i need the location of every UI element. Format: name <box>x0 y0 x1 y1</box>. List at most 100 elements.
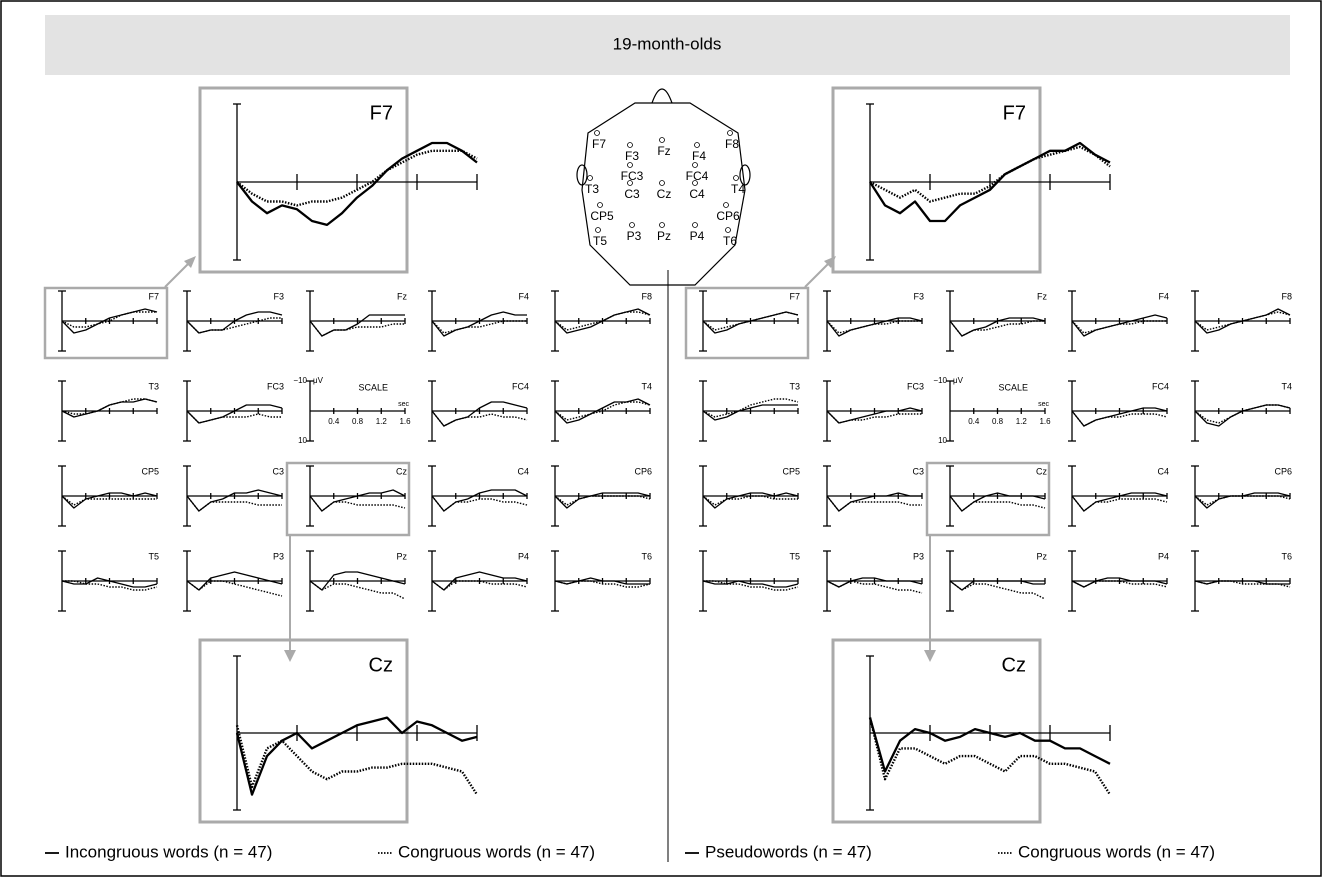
scale-x-label: 1.6 <box>399 417 411 426</box>
electrode-label: P4 <box>690 229 705 243</box>
panel-label: Cz <box>396 466 407 476</box>
scale-x-label: 1.2 <box>376 417 388 426</box>
highlight-frame <box>927 463 1049 535</box>
electrode-label: F4 <box>692 149 706 163</box>
panel-label: T4 <box>1281 381 1292 391</box>
scale-y-bottom: 10 <box>938 436 947 445</box>
electrode-site <box>693 163 698 168</box>
electrode-label: F8 <box>725 137 739 151</box>
panel-label: Cz <box>1036 466 1047 476</box>
scale-y-unit: μV <box>313 376 324 385</box>
panel-label: T3 <box>148 381 159 391</box>
solid-waveform <box>187 490 282 511</box>
arrow <box>805 262 830 287</box>
panel-label: F4 <box>1158 291 1169 301</box>
panel-label: CP5 <box>141 466 159 476</box>
panel-label: T3 <box>789 381 800 391</box>
electrode-site <box>660 223 665 228</box>
panel-label: T5 <box>148 551 159 561</box>
legend-label: Congruous words (n = 47) <box>398 842 595 861</box>
panel-label: F4 <box>518 291 529 301</box>
panel-label: C4 <box>1157 466 1169 476</box>
panel-label: CP6 <box>1274 466 1292 476</box>
panel-label: FC3 <box>267 381 284 391</box>
scale-x-label: 0.4 <box>968 417 980 426</box>
electrode-site <box>728 131 733 136</box>
electrode-site <box>734 176 739 181</box>
panel-label: P3 <box>273 551 284 561</box>
panel-label: P4 <box>518 551 529 561</box>
electrode-label: C4 <box>689 187 705 201</box>
electrode-label: F7 <box>592 137 606 151</box>
figure: 19-month-olds F7 F3 Fz F4 F8 FC3 FC4 T3 C3 Cz C4 T4… <box>0 0 1323 878</box>
panel-label: C3 <box>272 466 284 476</box>
arrowhead <box>284 650 296 662</box>
scale-y-top: −10 <box>293 376 307 385</box>
electrode-label: Cz <box>657 187 672 201</box>
legend-label: Congruous words (n = 47) <box>1018 842 1215 861</box>
scale-title: SCALE <box>358 382 388 392</box>
panel-label: T6 <box>641 551 652 561</box>
title: 19-month-olds <box>613 34 722 53</box>
electrode-label: Pz <box>657 229 671 243</box>
legend-label: Pseudowords (n = 47) <box>705 842 872 861</box>
panel-label: P4 <box>1158 551 1169 561</box>
electrode-site <box>588 176 593 181</box>
solid-waveform <box>432 490 527 511</box>
electrode-label: CP5 <box>590 209 614 223</box>
legend-label: Incongruous words (n = 47) <box>65 842 272 861</box>
scale-x-unit: sec <box>398 401 409 408</box>
electrode-site <box>693 181 698 186</box>
scale-x-label: 0.4 <box>328 417 340 426</box>
electrode-label: T3 <box>585 182 599 196</box>
electrode-site <box>693 223 698 228</box>
electrode-label: T6 <box>723 234 737 248</box>
electrode-site <box>660 181 665 186</box>
panel-label: FC3 <box>907 381 924 391</box>
scale-y-top: −10 <box>933 376 947 385</box>
panel-label: Pz <box>396 551 407 561</box>
electrode-label: Fz <box>657 144 670 158</box>
panel-label: T6 <box>1281 551 1292 561</box>
scale-x-label: 1.2 <box>1016 417 1028 426</box>
scale-x-label: 0.8 <box>992 417 1004 426</box>
electrode-label: T5 <box>593 234 607 248</box>
panel-label: F3 <box>273 291 284 301</box>
electrode-site <box>595 131 600 136</box>
zoom-label: F7 <box>1003 102 1026 124</box>
panel-label: T5 <box>789 551 800 561</box>
zoom-label: F7 <box>370 102 393 124</box>
panel-label: FC4 <box>1152 381 1169 391</box>
panel-label: Pz <box>1036 551 1047 561</box>
electrode-site <box>598 203 603 208</box>
scale-x-label: 1.6 <box>1039 417 1051 426</box>
electrode-label: P3 <box>627 229 642 243</box>
panel-label: F8 <box>641 291 652 301</box>
panel-label: T4 <box>641 381 652 391</box>
arrow <box>165 262 190 287</box>
panel-label: Fz <box>1037 291 1047 301</box>
panel-label: C3 <box>912 466 924 476</box>
electrode-site <box>726 228 731 233</box>
electrode-label: C3 <box>624 187 640 201</box>
arrowhead <box>924 650 936 662</box>
zoom-label: Cz <box>1002 654 1026 676</box>
electrode-label: CP6 <box>716 209 740 223</box>
electrode-site <box>695 143 700 148</box>
panel-label: Fz <box>397 291 407 301</box>
scale-x-unit: sec <box>1038 401 1049 408</box>
electrode-label: F3 <box>625 149 639 163</box>
scale-title: SCALE <box>998 382 1028 392</box>
panel-label: F7 <box>789 291 800 301</box>
zoom-label: Cz <box>369 654 393 676</box>
electrode-site <box>660 138 665 143</box>
scale-y-unit: μV <box>953 376 964 385</box>
scale-x-label: 0.8 <box>352 417 364 426</box>
electrode-site <box>724 203 729 208</box>
electrode-site <box>628 163 633 168</box>
nose <box>652 89 672 103</box>
panel-label: F3 <box>913 291 924 301</box>
panel-label: CP6 <box>634 466 652 476</box>
panel-label: F7 <box>148 291 159 301</box>
panel-label: P3 <box>913 551 924 561</box>
